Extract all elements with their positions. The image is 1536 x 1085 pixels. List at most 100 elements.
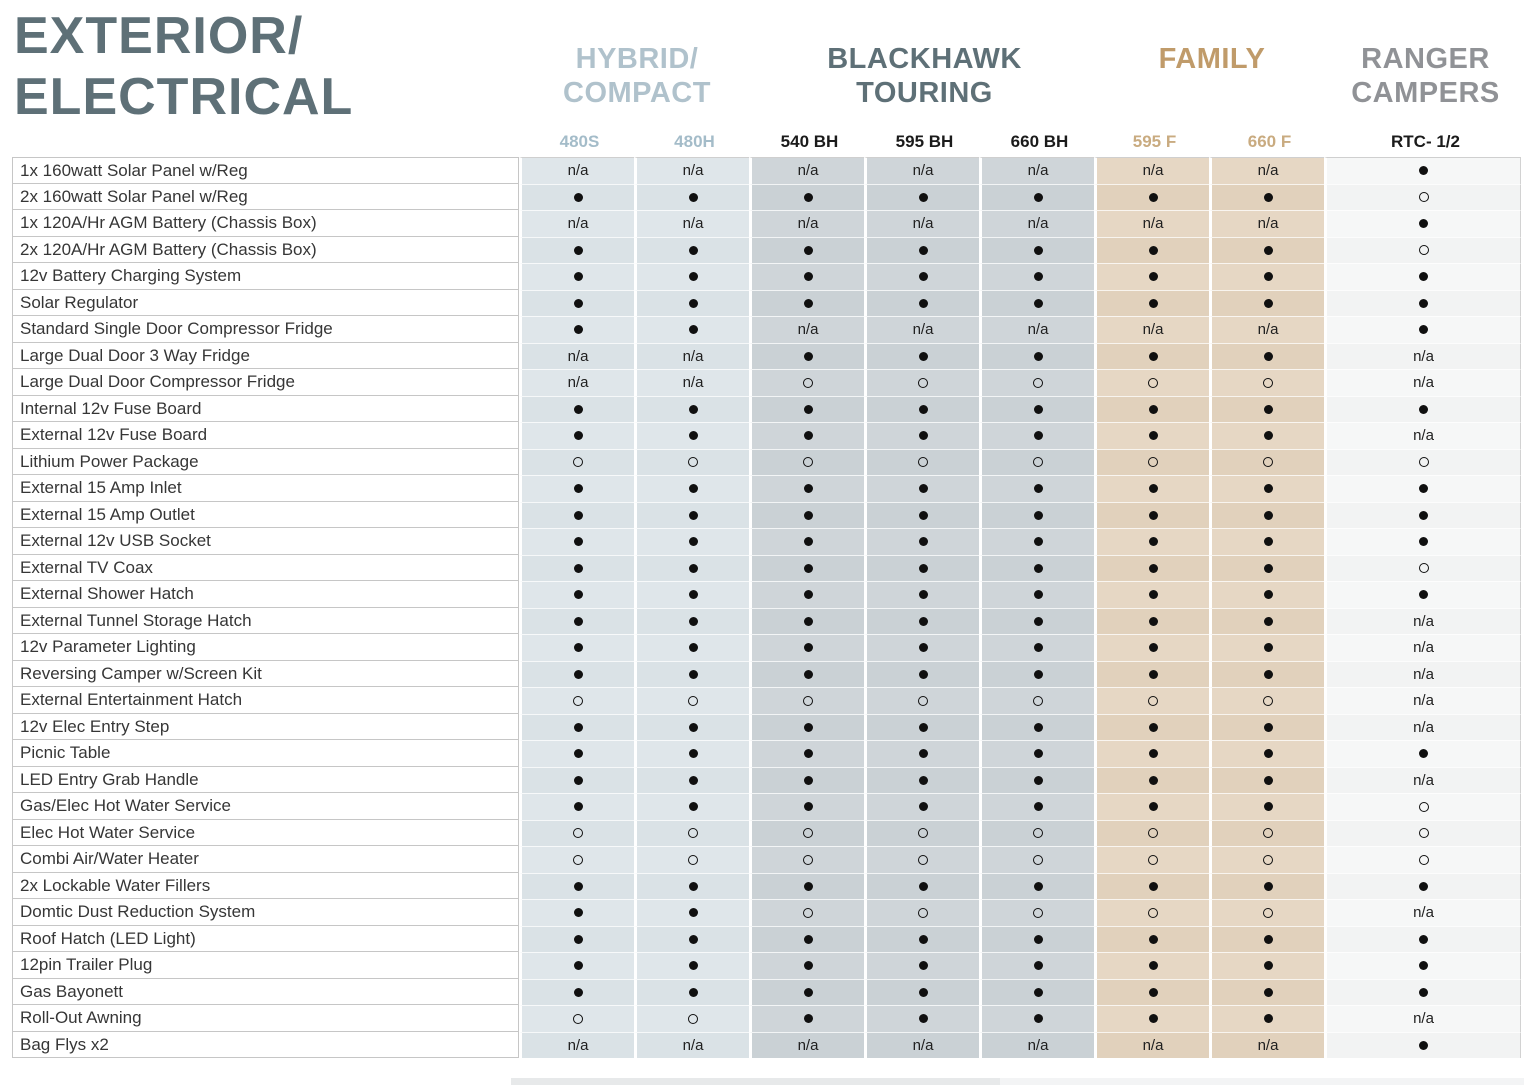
optional-circle-icon	[688, 1013, 698, 1024]
standard-dot-icon	[1148, 484, 1158, 494]
standard-dot-icon	[1148, 510, 1158, 520]
value-cell-480h	[634, 687, 749, 714]
value-cell-480s	[519, 448, 634, 475]
standard-dot-icon	[918, 590, 928, 600]
optional-circle-icon	[803, 457, 813, 468]
standard-dot-icon	[688, 245, 698, 255]
standard-dot-icon	[688, 881, 698, 891]
standard-dot-icon	[688, 404, 698, 414]
value-cell-480h	[634, 713, 749, 740]
value-cell-595-f	[1094, 793, 1209, 820]
feature-label: Domtic Dust Reduction System	[12, 899, 519, 926]
standard-dot-icon	[918, 669, 928, 679]
optional-circle-icon	[1148, 828, 1158, 839]
value-cell-595-bh	[864, 395, 979, 422]
standard-dot-icon	[688, 590, 698, 600]
value-cell-480s	[519, 713, 634, 740]
value-cell-660-bh	[979, 766, 1094, 793]
standard-dot-icon	[1148, 298, 1158, 308]
value-cell-480s	[519, 422, 634, 449]
model-header-595f: 595 F	[1132, 132, 1177, 151]
standard-dot-icon	[688, 272, 698, 282]
feature-label: Elec Hot Water Service	[12, 819, 519, 846]
optional-circle-icon	[1033, 457, 1043, 468]
feature-label: Large Dual Door 3 Way Fridge	[12, 342, 519, 369]
standard-dot-icon	[1419, 166, 1428, 176]
value-cell-540-bh	[749, 740, 864, 767]
value-cell-540-bh	[749, 766, 864, 793]
optional-circle-icon	[1418, 828, 1429, 839]
standard-dot-icon	[688, 775, 698, 785]
value-cell-540-bh	[749, 1005, 864, 1032]
feature-label: Picnic Table	[12, 740, 519, 767]
standard-dot-icon	[1419, 298, 1428, 308]
optional-circle-icon	[1148, 695, 1158, 706]
value-cell-595-bh	[864, 369, 979, 396]
standard-dot-icon	[688, 298, 698, 308]
standard-dot-icon	[803, 298, 813, 308]
value-cell-rtc--1-2: n/a	[1324, 660, 1521, 687]
optional-circle-icon	[918, 457, 928, 468]
standard-dot-icon	[573, 563, 583, 573]
value-cell-660-f	[1209, 740, 1324, 767]
value-cell-540-bh	[749, 978, 864, 1005]
value-cell-540-bh	[749, 687, 864, 714]
standard-dot-icon	[803, 272, 813, 282]
optional-circle-icon	[573, 854, 583, 865]
standard-dot-icon	[1419, 881, 1428, 891]
group-header-ranger-campers: RANGER CAMPERS	[1327, 42, 1524, 110]
optional-circle-icon	[573, 695, 583, 706]
value-cell-660-f	[1209, 369, 1324, 396]
feature-label: External 15 Amp Outlet	[12, 501, 519, 528]
value-cell-rtc--1-2: n/a	[1324, 687, 1521, 714]
value-cell-540-bh	[749, 528, 864, 555]
value-cell-595-f	[1094, 925, 1209, 952]
feature-label: Gas/Elec Hot Water Service	[12, 793, 519, 820]
value-cell-480h: n/a	[634, 210, 749, 237]
standard-dot-icon	[803, 775, 813, 785]
value-cell-480h	[634, 289, 749, 316]
value-cell-595-f	[1094, 342, 1209, 369]
optional-circle-icon	[1033, 907, 1043, 918]
standard-dot-icon	[688, 669, 698, 679]
standard-dot-icon	[1263, 245, 1273, 255]
standard-dot-icon	[573, 749, 583, 759]
value-cell-480h	[634, 740, 749, 767]
standard-dot-icon	[803, 961, 813, 971]
value-cell-660-bh: n/a	[979, 157, 1094, 184]
model-header-660f: 660 F	[1247, 132, 1292, 151]
value-cell-540-bh	[749, 872, 864, 899]
value-cell-480s: n/a	[519, 369, 634, 396]
value-cell-rtc--1-2	[1324, 554, 1521, 581]
value-cell-660-f	[1209, 925, 1324, 952]
standard-dot-icon	[803, 192, 813, 202]
standard-dot-icon	[688, 987, 698, 997]
value-cell-660-f	[1209, 872, 1324, 899]
standard-dot-icon	[688, 749, 698, 759]
model-header-480h: 480H	[674, 132, 715, 151]
value-cell-660-bh	[979, 925, 1094, 952]
value-cell-rtc--1-2	[1324, 740, 1521, 767]
standard-dot-icon	[1033, 192, 1043, 202]
value-cell-660-f	[1209, 952, 1324, 979]
value-cell-660-f	[1209, 899, 1324, 926]
value-cell-480s	[519, 263, 634, 290]
feature-label: 12v Parameter Lighting	[12, 634, 519, 661]
value-cell-540-bh	[749, 899, 864, 926]
value-cell-595-bh	[864, 554, 979, 581]
value-cell-480h	[634, 263, 749, 290]
value-cell-480h	[634, 872, 749, 899]
value-cell-660-bh	[979, 342, 1094, 369]
standard-dot-icon	[1148, 192, 1158, 202]
value-cell-480h	[634, 183, 749, 210]
value-cell-660-f	[1209, 183, 1324, 210]
value-cell-480h: n/a	[634, 1031, 749, 1058]
value-cell-660-f	[1209, 289, 1324, 316]
value-cell-595-bh	[864, 846, 979, 873]
standard-dot-icon	[918, 749, 928, 759]
value-cell-rtc--1-2: n/a	[1324, 607, 1521, 634]
value-cell-660-bh	[979, 978, 1094, 1005]
standard-dot-icon	[1419, 484, 1428, 494]
value-cell-660-bh	[979, 952, 1094, 979]
